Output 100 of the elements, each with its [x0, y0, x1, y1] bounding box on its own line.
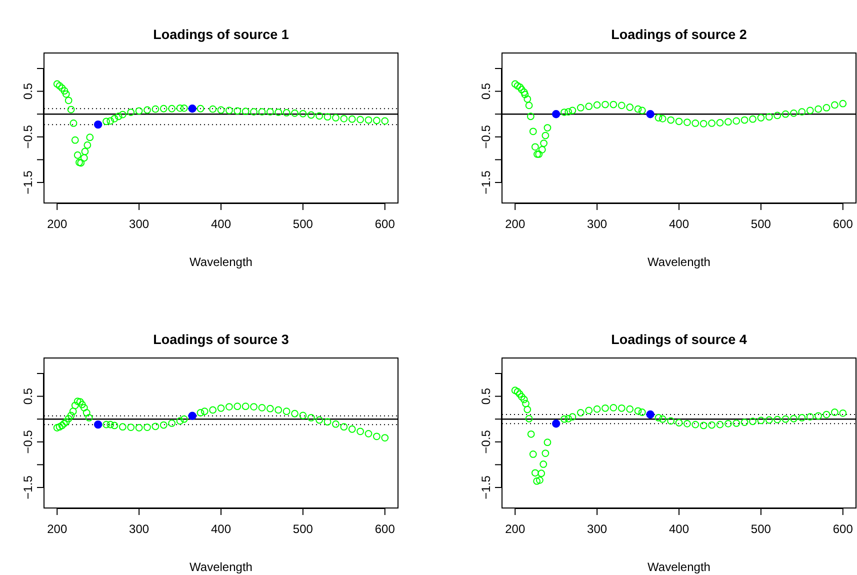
point — [749, 418, 756, 426]
point — [520, 88, 528, 96]
point — [658, 114, 666, 122]
point — [675, 118, 683, 126]
point — [634, 105, 642, 113]
point — [564, 414, 572, 422]
point — [568, 413, 576, 421]
point — [53, 80, 61, 88]
point — [242, 402, 250, 410]
point — [209, 406, 217, 414]
x-tick-label: 500 — [750, 217, 772, 231]
point — [102, 420, 110, 428]
point — [814, 105, 822, 113]
point — [316, 112, 324, 120]
point — [71, 402, 79, 410]
point — [82, 409, 90, 416]
chart-title: Loadings of source 3 — [153, 332, 290, 347]
point — [654, 414, 662, 422]
point — [307, 414, 315, 422]
point — [757, 114, 765, 122]
point — [638, 408, 646, 416]
x-tick-label: 600 — [832, 217, 854, 231]
point — [225, 106, 233, 114]
x-tick-label: 600 — [374, 217, 396, 231]
x-tick-label: 300 — [587, 522, 608, 536]
point — [86, 134, 94, 142]
point — [62, 90, 70, 98]
x-tick-label: 400 — [668, 522, 690, 536]
x-tick-label: 400 — [210, 217, 232, 231]
point — [514, 82, 522, 90]
point — [307, 111, 315, 119]
point — [81, 148, 89, 156]
point — [683, 420, 691, 428]
point — [538, 470, 546, 478]
point — [540, 460, 548, 468]
x-tick-label: 500 — [292, 217, 314, 231]
point — [135, 424, 143, 432]
point — [80, 154, 88, 162]
point — [196, 104, 204, 112]
point — [585, 406, 593, 414]
point — [60, 420, 68, 428]
point — [683, 118, 691, 126]
y-tick-label: 0.5 — [479, 388, 494, 405]
y-tick-label: −1.5 — [479, 170, 494, 194]
point — [774, 416, 782, 424]
point — [74, 151, 82, 159]
point — [560, 415, 568, 423]
point — [524, 406, 532, 414]
point — [667, 116, 675, 124]
point — [542, 450, 550, 457]
point — [724, 118, 732, 126]
point — [798, 108, 806, 116]
point — [106, 420, 114, 428]
y-tick-label: 0.5 — [479, 82, 494, 100]
point — [77, 159, 85, 167]
point — [618, 102, 626, 110]
point — [168, 104, 176, 112]
point — [552, 110, 560, 118]
point — [58, 422, 66, 430]
point — [634, 407, 642, 415]
point — [217, 106, 225, 114]
point — [348, 115, 356, 123]
point — [814, 412, 822, 420]
x-tick-label: 300 — [129, 217, 150, 231]
point — [282, 109, 290, 116]
point — [749, 115, 756, 123]
point — [242, 108, 250, 116]
y-tick-label: −0.5 — [479, 430, 494, 454]
point — [540, 140, 548, 147]
point — [291, 410, 298, 418]
point — [258, 108, 266, 116]
point — [274, 406, 282, 414]
point — [654, 114, 662, 122]
point — [529, 128, 537, 136]
point — [610, 100, 618, 108]
point — [316, 416, 324, 424]
point — [618, 404, 626, 412]
point — [144, 424, 151, 431]
point — [518, 86, 526, 94]
x-tick-label: 400 — [210, 522, 232, 536]
point — [774, 112, 782, 120]
point — [176, 417, 184, 425]
point — [70, 120, 78, 127]
point — [356, 428, 364, 436]
point — [299, 110, 307, 118]
point — [602, 100, 609, 108]
x-axis-title: Wavelength — [190, 560, 252, 574]
point — [830, 408, 838, 416]
x-tick-label: 300 — [129, 522, 150, 536]
point — [188, 412, 196, 420]
point — [80, 404, 88, 412]
point — [127, 424, 135, 431]
point — [667, 417, 675, 425]
chart-title: Loadings of source 2 — [611, 27, 747, 42]
point — [372, 432, 380, 440]
point — [340, 114, 348, 122]
point — [830, 101, 838, 109]
point — [127, 108, 135, 116]
point — [348, 425, 356, 433]
point — [56, 423, 64, 431]
